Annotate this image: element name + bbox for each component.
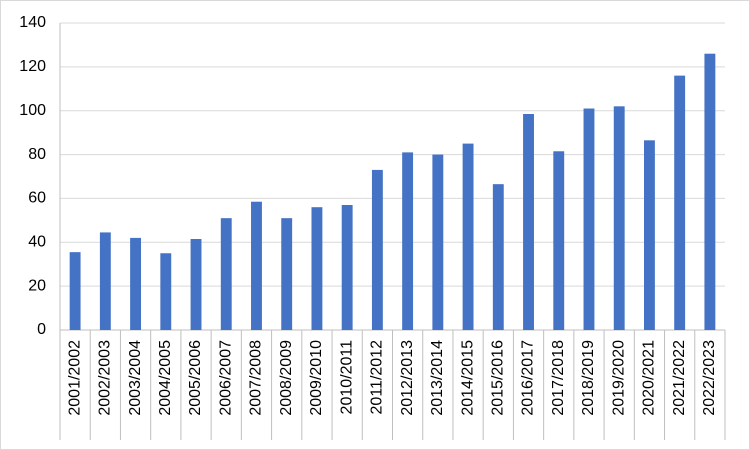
- x-tick-label: 2022/2023: [701, 340, 718, 416]
- bar: [130, 237, 142, 330]
- x-tick-label: 2012/2013: [399, 340, 416, 416]
- bar: [613, 106, 625, 330]
- y-tick-label: 0: [37, 321, 46, 338]
- x-tick-label: 2011/2012: [369, 340, 386, 415]
- x-tick-label: 2004/2005: [157, 340, 174, 416]
- bar: [674, 75, 686, 330]
- bar: [462, 143, 474, 330]
- x-tick-label: 2002/2003: [97, 340, 114, 416]
- x-tick-label: 2018/2019: [580, 340, 597, 416]
- bar: [99, 232, 111, 330]
- x-tick-label: 2020/2021: [641, 340, 658, 416]
- bar: [69, 252, 81, 330]
- y-tick-label: 40: [28, 234, 46, 251]
- bar: [160, 253, 172, 330]
- bar: [341, 205, 353, 330]
- x-tick-label: 2006/2007: [217, 340, 234, 416]
- x-tick-label: 2001/2002: [66, 340, 83, 416]
- x-tick-label: 2013/2014: [429, 340, 446, 416]
- bar: [432, 154, 444, 330]
- x-tick-label: 2003/2004: [127, 340, 144, 416]
- y-tick-label: 60: [28, 190, 46, 207]
- bar: [190, 238, 202, 330]
- bar: [643, 140, 655, 330]
- bar: [311, 207, 323, 330]
- x-tick-label: 2015/2016: [490, 340, 507, 416]
- bar: [220, 218, 232, 330]
- bar: [492, 184, 504, 330]
- x-tick-label: 2010/2011: [338, 340, 355, 415]
- bar: [523, 114, 534, 330]
- x-tick-label: 2017/2018: [550, 340, 567, 416]
- x-tick-label: 2008/2009: [278, 340, 295, 416]
- x-tick-label: 2021/2022: [671, 340, 688, 416]
- bar: [402, 152, 414, 330]
- x-tick-label: 2016/2017: [520, 340, 537, 416]
- x-tick-label: 2014/2015: [459, 340, 476, 416]
- bar: [553, 151, 565, 330]
- bar: [704, 53, 716, 330]
- y-tick-label: 80: [28, 146, 46, 163]
- y-tick-label: 140: [19, 14, 46, 31]
- x-tick-label: 2019/2020: [610, 340, 627, 416]
- y-tick-label: 120: [19, 58, 46, 75]
- y-tick-label: 100: [19, 102, 46, 119]
- bar: [371, 169, 383, 330]
- bar: [281, 218, 293, 330]
- bar: [583, 108, 595, 331]
- bar: [251, 201, 262, 330]
- x-tick-label: 2007/2008: [248, 340, 265, 416]
- y-tick-label: 20: [28, 277, 46, 294]
- x-tick-label: 2005/2006: [187, 340, 204, 416]
- x-tick-label: 2009/2010: [308, 340, 325, 416]
